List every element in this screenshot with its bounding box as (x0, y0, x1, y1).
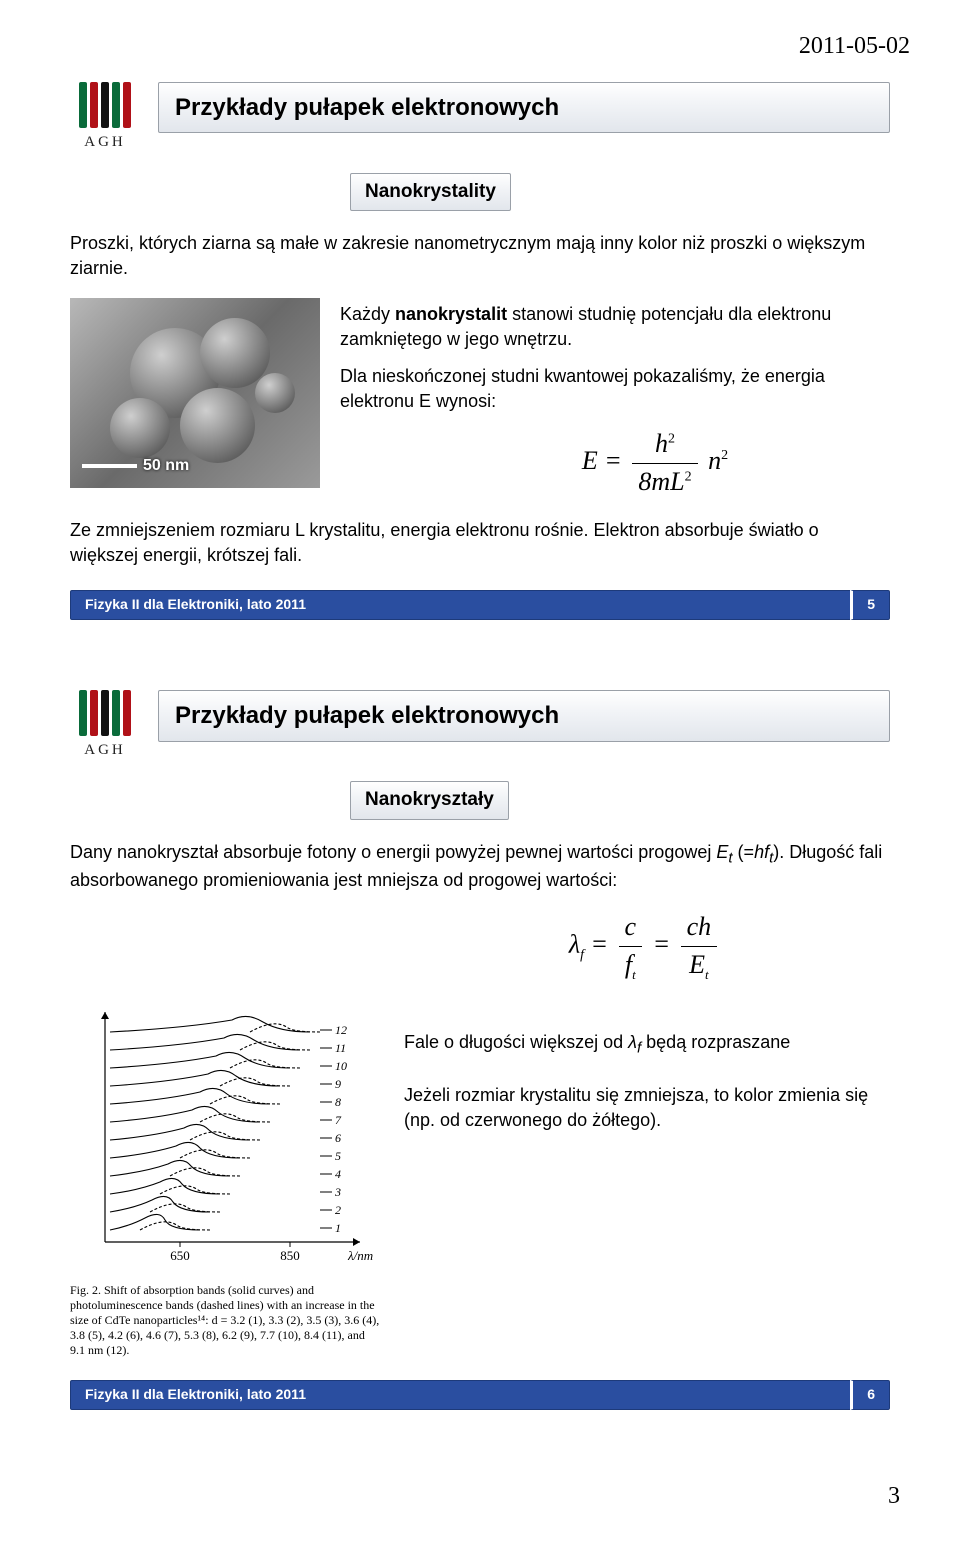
text: Dany nanokryształ absorbuje fotony o ene… (70, 842, 716, 862)
slide1-footer: Fizyka II dla Elektroniki, lato 2011 5 (70, 590, 890, 620)
slide1-title-box: Przykłady pułapek elektronowych (158, 82, 890, 134)
slide2-footer: Fizyka II dla Elektroniki, lato 2011 6 (70, 1380, 890, 1410)
slide2-right2: Jeżeli rozmiar krystalitu się zmniejsza,… (404, 1083, 890, 1133)
svg-text:5: 5 (335, 1149, 341, 1163)
lambda: λ (628, 1032, 637, 1052)
eq2-f2-num: ch (681, 909, 718, 946)
eq-num: h (655, 429, 668, 458)
page: 2011-05-02 AGH Przykłady pułapek elektro… (0, 0, 960, 1554)
slide2-intro: Dany nanokryształ absorbuje fotony o ene… (70, 840, 890, 894)
hf: hf (754, 842, 769, 862)
svg-text:7: 7 (335, 1113, 342, 1127)
lambda-sub: f (580, 948, 584, 963)
svg-text:1: 1 (335, 1221, 341, 1235)
footer-text: Fizyka II dla Elektroniki, lato 2011 (70, 590, 850, 620)
eq-fraction: h2 8mL2 (632, 426, 697, 500)
svg-text:8: 8 (335, 1095, 341, 1109)
page-number: 3 (40, 1480, 920, 1514)
eq2-f1-num: c (619, 909, 643, 946)
svg-text:3: 3 (334, 1185, 341, 1199)
text: Każdy (340, 304, 395, 324)
chart-svg-icon: 650 850 λ/nm (70, 1002, 380, 1272)
eq2-f1-den-sub: t (632, 967, 636, 982)
svg-text:850: 850 (280, 1248, 300, 1263)
agh-logo: AGH (70, 690, 140, 761)
slide2-equation: λf = c ft = ch Et (400, 909, 890, 984)
date-header: 2011-05-02 (40, 30, 920, 64)
logo-bars-icon (79, 82, 131, 128)
slide1-right-para2: Dla nieskończonej studni kwantowej pokaz… (340, 364, 890, 414)
slide2-header: AGH Przykłady pułapek elektronowych (70, 690, 890, 761)
slide1-intro: Proszki, których ziarna są małe w zakres… (70, 231, 890, 281)
slide2-right-col: Fale o długości większej od λf będą rozp… (404, 1002, 890, 1149)
slide-1: AGH Przykłady pułapek elektronowych Nano… (70, 82, 890, 620)
slide1-right-para1: Każdy nanokrystalit stanowi studnię pote… (340, 302, 890, 352)
slide-2: AGH Przykłady pułapek elektronowych Nano… (70, 690, 890, 1410)
logo-text: AGH (84, 132, 126, 153)
slide2-title: Przykłady pułapek elektronowych (175, 699, 873, 733)
slide2-subtitle: Nanokryształy (350, 781, 509, 820)
slide1-title: Przykłady pułapek elektronowych (175, 91, 873, 125)
footer-text: Fizyka II dla Elektroniki, lato 2011 (70, 1380, 850, 1410)
eq2-f2-den-sub: t (705, 967, 709, 982)
slide1-bottom: Ze zmniejszeniem rozmiaru L krystalitu, … (70, 518, 890, 568)
logo-bars-icon (79, 690, 131, 736)
chart-caption: Fig. 2. Shift of absorption bands (solid… (70, 1283, 380, 1358)
footer-page-num: 5 (850, 590, 890, 620)
slide1-subtitle: Nanokrystality (350, 173, 511, 212)
svg-text:6: 6 (335, 1131, 341, 1145)
eq2-f2-den: E (689, 950, 705, 979)
eq-rhs: n (708, 446, 721, 475)
agh-logo: AGH (70, 82, 140, 153)
svg-text:2: 2 (335, 1203, 341, 1217)
slide1-two-col: 50 nm Każdy nanokrystalit stanowi studni… (70, 298, 890, 501)
eq-sign: = (653, 930, 677, 959)
nanoparticle-image: 50 nm (70, 298, 320, 488)
slide2-title-box: Przykłady pułapek elektronowych (158, 690, 890, 742)
absorption-chart: 650 850 λ/nm (70, 1002, 380, 1358)
footer-page-num: 6 (850, 1380, 890, 1410)
svg-text:11: 11 (335, 1041, 346, 1055)
svg-text:4: 4 (335, 1167, 341, 1181)
eq2-frac1: c ft (619, 909, 643, 984)
svg-text:12: 12 (335, 1023, 347, 1037)
slide1-right-col: Każdy nanokrystalit stanowi studnię pote… (340, 298, 890, 501)
slide1-header: AGH Przykłady pułapek elektronowych (70, 82, 890, 153)
svg-text:650: 650 (170, 1248, 190, 1263)
svg-text:λ/nm: λ/nm (347, 1248, 373, 1263)
eq-lhs: E = (582, 446, 622, 475)
logo-text: AGH (84, 740, 126, 761)
eq-sign: = (590, 930, 614, 959)
text: Fale o długości większej od (404, 1032, 628, 1052)
eq-den: 8mL (638, 467, 684, 496)
text: będą rozpraszane (641, 1032, 790, 1052)
Et: E (716, 842, 728, 862)
slide1-equation: E = h2 8mL2 n2 (420, 426, 890, 500)
text: (= (733, 842, 755, 862)
scale-bar-label: 50 nm (82, 455, 189, 477)
bold-term: nanokrystalit (395, 304, 507, 324)
svg-text:10: 10 (335, 1059, 347, 1073)
svg-text:9: 9 (335, 1077, 341, 1091)
eq2-frac2: ch Et (681, 909, 718, 984)
lambda: λ (569, 930, 580, 959)
slide2-fig-row: 650 850 λ/nm (70, 1002, 890, 1358)
slide2-right1: Fale o długości większej od λf będą rozp… (404, 1030, 890, 1059)
